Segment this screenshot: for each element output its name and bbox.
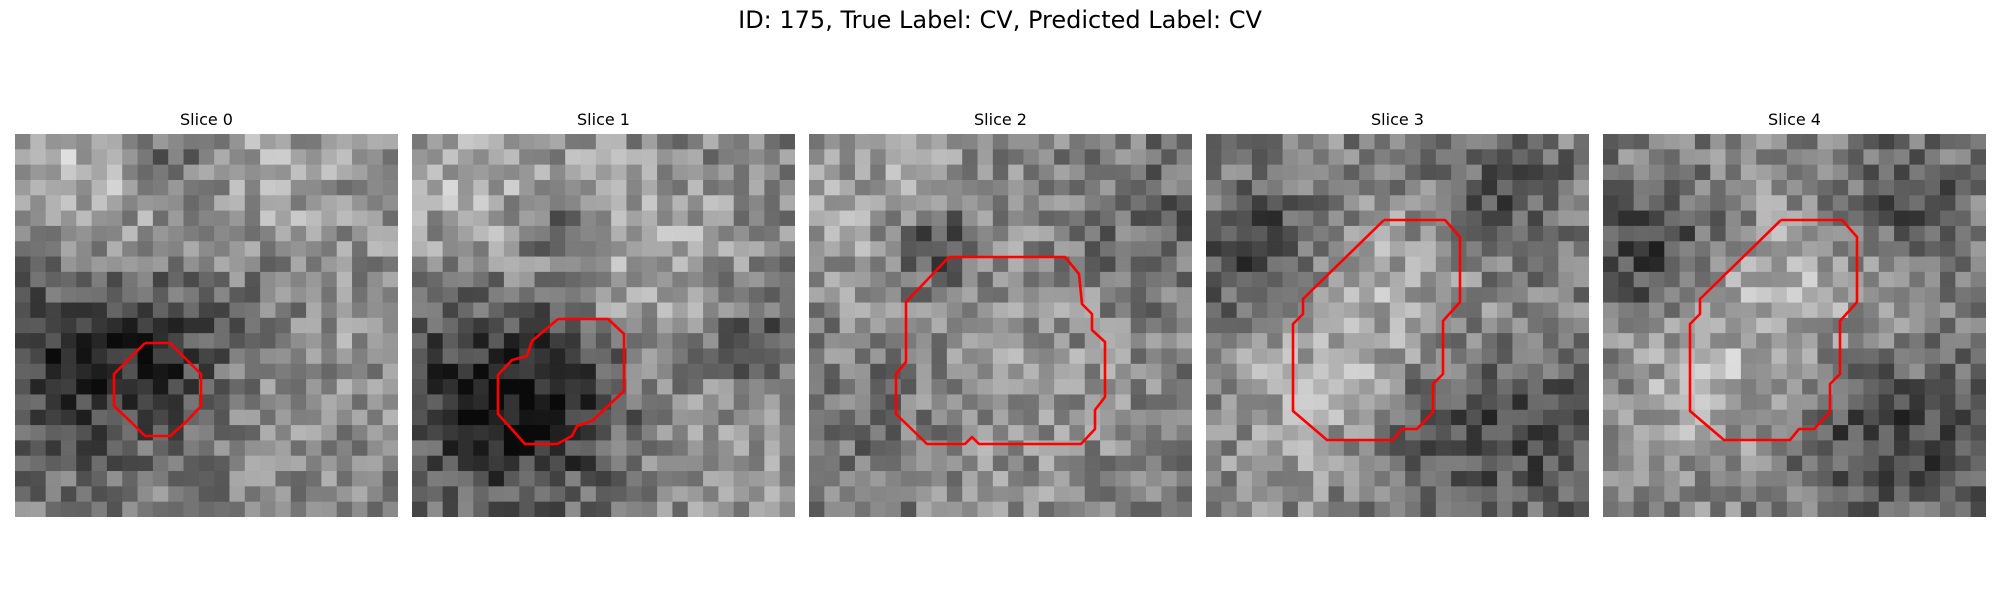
slice-panel-4: Slice 4 (1603, 108, 1986, 517)
grayscale-mri-slice (809, 134, 1192, 517)
slice-image-2 (809, 134, 1192, 517)
slice-image-0 (15, 134, 398, 517)
slice-title: Slice 3 (1371, 110, 1424, 129)
slice-image-4 (1603, 134, 1986, 517)
grayscale-mri-slice (1603, 134, 1986, 517)
slice-title: Slice 4 (1768, 110, 1821, 129)
slice-panel-1: Slice 1 (412, 108, 795, 517)
slice-title: Slice 0 (180, 110, 233, 129)
slice-image-1 (412, 134, 795, 517)
slice-title: Slice 1 (577, 110, 630, 129)
slice-panel-2: Slice 2 (809, 108, 1192, 517)
slice-panel-3: Slice 3 (1206, 108, 1589, 517)
slice-panel-0: Slice 0 (15, 108, 398, 517)
slice-image-3 (1206, 134, 1589, 517)
grayscale-mri-slice (15, 134, 398, 517)
figure-title: ID: 175, True Label: CV, Predicted Label… (738, 6, 1262, 34)
grayscale-mri-slice (412, 134, 795, 517)
grayscale-mri-slice (1206, 134, 1589, 517)
slice-title: Slice 2 (974, 110, 1027, 129)
